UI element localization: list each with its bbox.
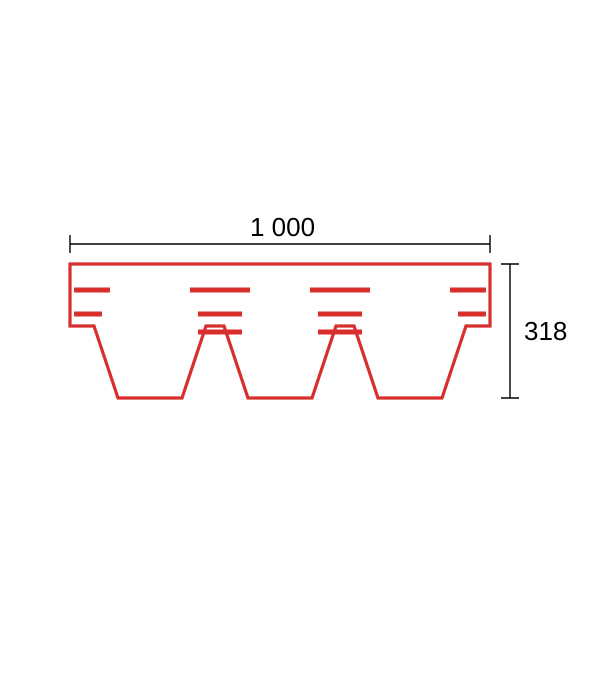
dimension-height-label: 318 xyxy=(524,316,567,346)
shingle-dash-rows xyxy=(74,290,486,332)
dimension-width-label: 1 000 xyxy=(250,212,315,242)
shingle-outline xyxy=(70,264,490,398)
dimension-height: 318 xyxy=(501,264,567,398)
dimension-width: 1 000 xyxy=(70,212,490,253)
shingle-diagram-svg: 1 000 318 xyxy=(0,0,600,685)
diagram-stage: 1 000 318 xyxy=(0,0,600,685)
